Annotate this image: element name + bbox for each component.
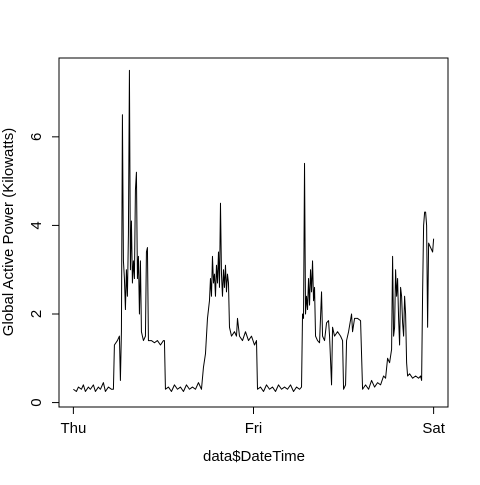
x-tick-label: Thu — [60, 420, 86, 437]
y-tick-label: 2 — [28, 310, 45, 318]
x-tick-label: Fri — [245, 420, 263, 437]
x-tick-label: Sat — [422, 420, 445, 437]
y-axis-label: Global Active Power (Kilowatts) — [0, 128, 17, 336]
y-tick-label: 4 — [28, 221, 45, 229]
x-axis-label: data$DateTime — [203, 448, 305, 465]
y-tick-label: 6 — [28, 133, 45, 141]
plot-box — [58, 57, 449, 408]
data-line — [73, 69, 435, 392]
y-tick-label: 0 — [28, 398, 45, 406]
